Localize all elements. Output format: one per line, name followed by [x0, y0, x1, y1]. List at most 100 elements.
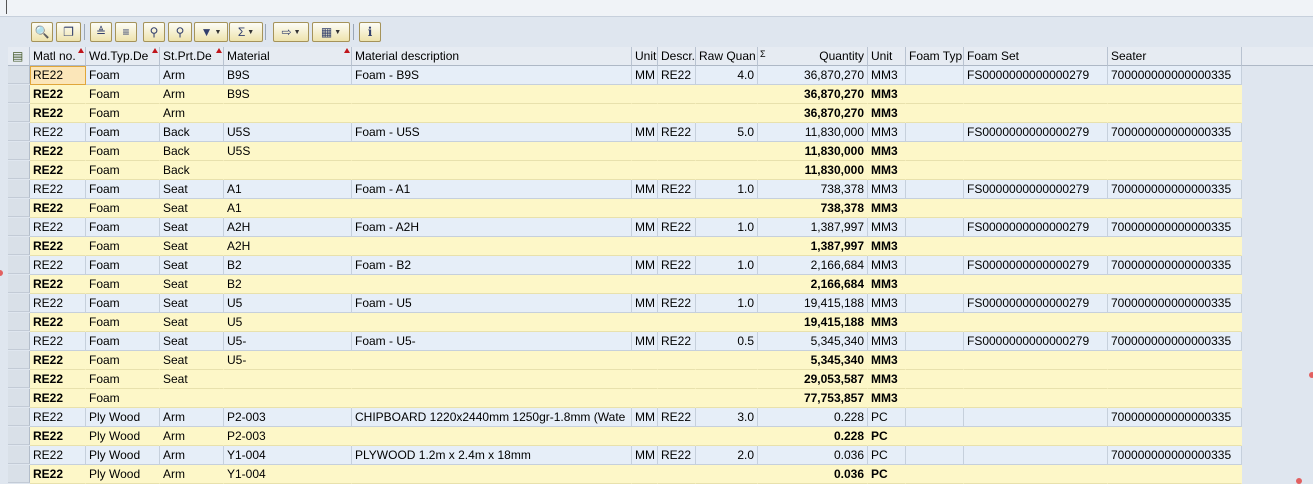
cell-9[interactable]: MM3	[868, 123, 906, 142]
row-selector[interactable]	[8, 408, 30, 426]
row-selector[interactable]	[8, 237, 30, 255]
cell-12[interactable]	[1108, 161, 1242, 180]
cell-11[interactable]	[964, 370, 1108, 389]
cell-7[interactable]	[696, 465, 758, 484]
cell-11[interactable]: FS0000000000000279	[964, 123, 1108, 142]
cell-7[interactable]: 2.0	[696, 446, 758, 465]
cell-6[interactable]: RE22	[658, 256, 696, 275]
cell-4[interactable]: CHIPBOARD 1220x2440mm 1250gr-1.8mm (Wate	[352, 408, 632, 427]
cell-2[interactable]: Back	[160, 161, 224, 180]
cell-6[interactable]: RE22	[658, 408, 696, 427]
row-selector[interactable]	[8, 351, 30, 369]
cell-10[interactable]	[906, 218, 964, 237]
cell-5[interactable]: MM	[632, 446, 658, 465]
row-selector[interactable]	[8, 427, 30, 445]
cell-2[interactable]: Arm	[160, 66, 224, 85]
cell-4[interactable]: Foam - B2	[352, 256, 632, 275]
cell-5[interactable]	[632, 275, 658, 294]
cell-0[interactable]: RE22	[30, 294, 86, 313]
cell-0[interactable]: RE22	[30, 218, 86, 237]
column-header-2[interactable]: St.Prt.De	[160, 47, 224, 66]
cell-3[interactable]: Y1-004	[224, 465, 352, 484]
cell-2[interactable]: Arm	[160, 427, 224, 446]
cell-8[interactable]: 2,166,684	[758, 275, 868, 294]
cell-0[interactable]: RE22	[30, 465, 86, 484]
cell-2[interactable]: Arm	[160, 408, 224, 427]
cell-2[interactable]: Seat	[160, 199, 224, 218]
cell-2[interactable]: Seat	[160, 275, 224, 294]
cell-3[interactable]	[224, 389, 352, 408]
cell-9[interactable]: MM3	[868, 351, 906, 370]
cell-12[interactable]: 700000000000000335	[1108, 332, 1242, 351]
cell-0[interactable]: RE22	[30, 332, 86, 351]
cell-9[interactable]: MM3	[868, 180, 906, 199]
cell-4[interactable]	[352, 161, 632, 180]
cell-5[interactable]	[632, 142, 658, 161]
cell-0[interactable]: RE22	[30, 66, 86, 85]
cell-9[interactable]: MM3	[868, 313, 906, 332]
cell-0[interactable]: RE22	[30, 199, 86, 218]
cell-0[interactable]: RE22	[30, 427, 86, 446]
subtotal-row[interactable]: RE22 Foam Arm 36,870,270 MM3	[8, 104, 1242, 123]
row-selector[interactable]	[8, 294, 30, 312]
cell-9[interactable]: MM3	[868, 389, 906, 408]
cell-4[interactable]	[352, 427, 632, 446]
cell-3[interactable]	[224, 161, 352, 180]
cell-10[interactable]	[906, 123, 964, 142]
cell-8[interactable]: 11,830,000	[758, 142, 868, 161]
cell-1[interactable]: Foam	[86, 66, 160, 85]
cell-11[interactable]: FS0000000000000279	[964, 294, 1108, 313]
cell-6[interactable]	[658, 427, 696, 446]
cell-4[interactable]: Foam - U5	[352, 294, 632, 313]
cell-10[interactable]	[906, 389, 964, 408]
cell-2[interactable]: Seat	[160, 180, 224, 199]
column-header-6[interactable]: Descr.	[658, 47, 696, 66]
row-selector[interactable]	[8, 332, 30, 350]
cell-9[interactable]: MM3	[868, 104, 906, 123]
row-selector[interactable]	[8, 313, 30, 331]
cell-2[interactable]: Seat	[160, 370, 224, 389]
cell-8[interactable]: 11,830,000	[758, 161, 868, 180]
export-button[interactable]: ⇨ ▼	[273, 22, 309, 42]
cell-1[interactable]: Foam	[86, 313, 160, 332]
cell-8[interactable]: 0.228	[758, 427, 868, 446]
cell-12[interactable]: 700000000000000335	[1108, 294, 1242, 313]
cell-5[interactable]	[632, 237, 658, 256]
cell-9[interactable]: MM3	[868, 218, 906, 237]
subtotal-row[interactable]: RE22 Ply Wood Arm Y1-004 0.036 PC	[8, 465, 1242, 484]
cell-7[interactable]	[696, 370, 758, 389]
cell-5[interactable]: MM	[632, 180, 658, 199]
cell-12[interactable]	[1108, 104, 1242, 123]
cell-4[interactable]	[352, 370, 632, 389]
cell-3[interactable]: U5S	[224, 142, 352, 161]
cell-7[interactable]	[696, 104, 758, 123]
cell-0[interactable]: RE22	[30, 85, 86, 104]
cell-1[interactable]: Foam	[86, 161, 160, 180]
cell-7[interactable]: 0.5	[696, 332, 758, 351]
cell-0[interactable]: RE22	[30, 142, 86, 161]
cell-1[interactable]: Foam	[86, 351, 160, 370]
cell-5[interactable]	[632, 104, 658, 123]
cell-6[interactable]: RE22	[658, 446, 696, 465]
row-selector[interactable]	[8, 465, 30, 483]
cell-7[interactable]	[696, 85, 758, 104]
cell-4[interactable]	[352, 465, 632, 484]
cell-12[interactable]	[1108, 199, 1242, 218]
subtotal-row[interactable]: RE22 Foam Seat A2H 1,387,997 MM3	[8, 237, 1242, 256]
cell-12[interactable]: 700000000000000335	[1108, 218, 1242, 237]
column-header-8[interactable]: Σ Quantity	[758, 47, 868, 66]
cell-4[interactable]	[352, 142, 632, 161]
cell-9[interactable]: PC	[868, 465, 906, 484]
cell-0[interactable]: RE22	[30, 370, 86, 389]
subtotal-row[interactable]: RE22 Foam Seat B2 2,166,684 MM3	[8, 275, 1242, 294]
cell-8[interactable]: 19,415,188	[758, 294, 868, 313]
cell-8[interactable]: 1,387,997	[758, 237, 868, 256]
table-row[interactable]: RE22 Foam Seat B2 Foam - B2 MM RE22 1.0 2,166,68…	[8, 256, 1242, 275]
cell-0[interactable]: RE22	[30, 161, 86, 180]
cell-9[interactable]: MM3	[868, 142, 906, 161]
cell-8[interactable]: 738,378	[758, 199, 868, 218]
cell-2[interactable]: Back	[160, 142, 224, 161]
cell-6[interactable]	[658, 104, 696, 123]
subtotal-row[interactable]: RE22 Foam Seat U5- 5,345,340 MM3	[8, 351, 1242, 370]
cell-0[interactable]: RE22	[30, 313, 86, 332]
